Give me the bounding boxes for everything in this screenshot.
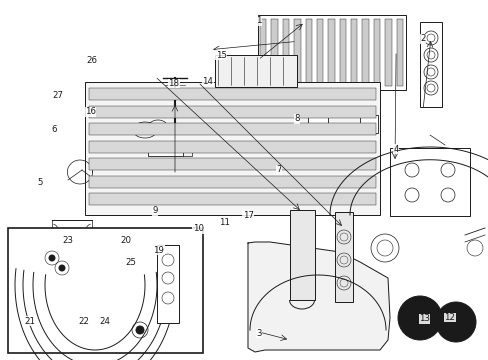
Text: 8: 8 — [293, 114, 299, 123]
Text: 20: 20 — [121, 236, 131, 245]
Bar — [316, 19, 323, 86]
Text: 7: 7 — [275, 165, 281, 174]
Bar — [289, 210, 314, 300]
Text: 12: 12 — [444, 313, 454, 322]
Text: 22: 22 — [79, 317, 89, 325]
Bar — [89, 176, 375, 188]
Bar — [260, 19, 266, 86]
Bar — [339, 19, 346, 86]
Circle shape — [435, 302, 475, 342]
Bar — [271, 19, 277, 86]
Bar — [334, 212, 352, 302]
Bar — [89, 123, 375, 135]
Bar — [359, 115, 377, 133]
Bar — [362, 19, 368, 86]
Text: 6: 6 — [51, 125, 57, 134]
Text: 25: 25 — [125, 258, 136, 266]
Bar — [89, 141, 375, 153]
Text: 26: 26 — [86, 56, 97, 65]
Bar — [258, 15, 405, 90]
Bar — [157, 245, 179, 323]
Text: 17: 17 — [243, 211, 253, 220]
Circle shape — [405, 304, 433, 332]
Text: 24: 24 — [100, 317, 110, 325]
Bar — [282, 19, 288, 86]
Bar — [89, 105, 375, 118]
Text: 10: 10 — [192, 224, 203, 233]
Bar — [305, 19, 311, 86]
Bar — [307, 115, 327, 133]
Bar — [89, 158, 375, 170]
Text: 16: 16 — [85, 107, 96, 116]
Text: 2: 2 — [419, 34, 425, 43]
Bar — [385, 19, 391, 86]
Circle shape — [136, 326, 143, 334]
Text: 3: 3 — [256, 328, 262, 338]
Text: 4: 4 — [392, 145, 398, 154]
Circle shape — [49, 255, 55, 261]
Bar — [327, 19, 334, 86]
Text: 18: 18 — [168, 79, 179, 88]
Polygon shape — [247, 242, 389, 352]
Circle shape — [397, 296, 441, 340]
Text: 14: 14 — [202, 77, 213, 85]
Bar — [8, 228, 203, 353]
Text: 11: 11 — [219, 218, 230, 227]
Bar — [419, 22, 441, 107]
Text: 23: 23 — [62, 236, 73, 245]
Bar — [350, 19, 357, 86]
Bar — [85, 82, 379, 215]
Text: 19: 19 — [153, 246, 164, 255]
Bar — [89, 88, 375, 100]
Text: 21: 21 — [25, 317, 36, 325]
Bar — [396, 19, 402, 86]
Text: 9: 9 — [152, 206, 157, 215]
Bar — [389, 148, 469, 216]
Bar — [394, 153, 464, 211]
Text: 1: 1 — [256, 16, 262, 25]
Bar — [215, 55, 296, 87]
Text: 15: 15 — [215, 50, 226, 59]
Bar — [89, 193, 375, 206]
Bar — [148, 142, 183, 156]
Text: 5: 5 — [37, 178, 43, 187]
Text: 27: 27 — [52, 91, 63, 100]
Circle shape — [59, 265, 65, 271]
Bar — [373, 19, 380, 86]
Text: 13: 13 — [418, 314, 429, 323]
Bar — [294, 19, 300, 86]
